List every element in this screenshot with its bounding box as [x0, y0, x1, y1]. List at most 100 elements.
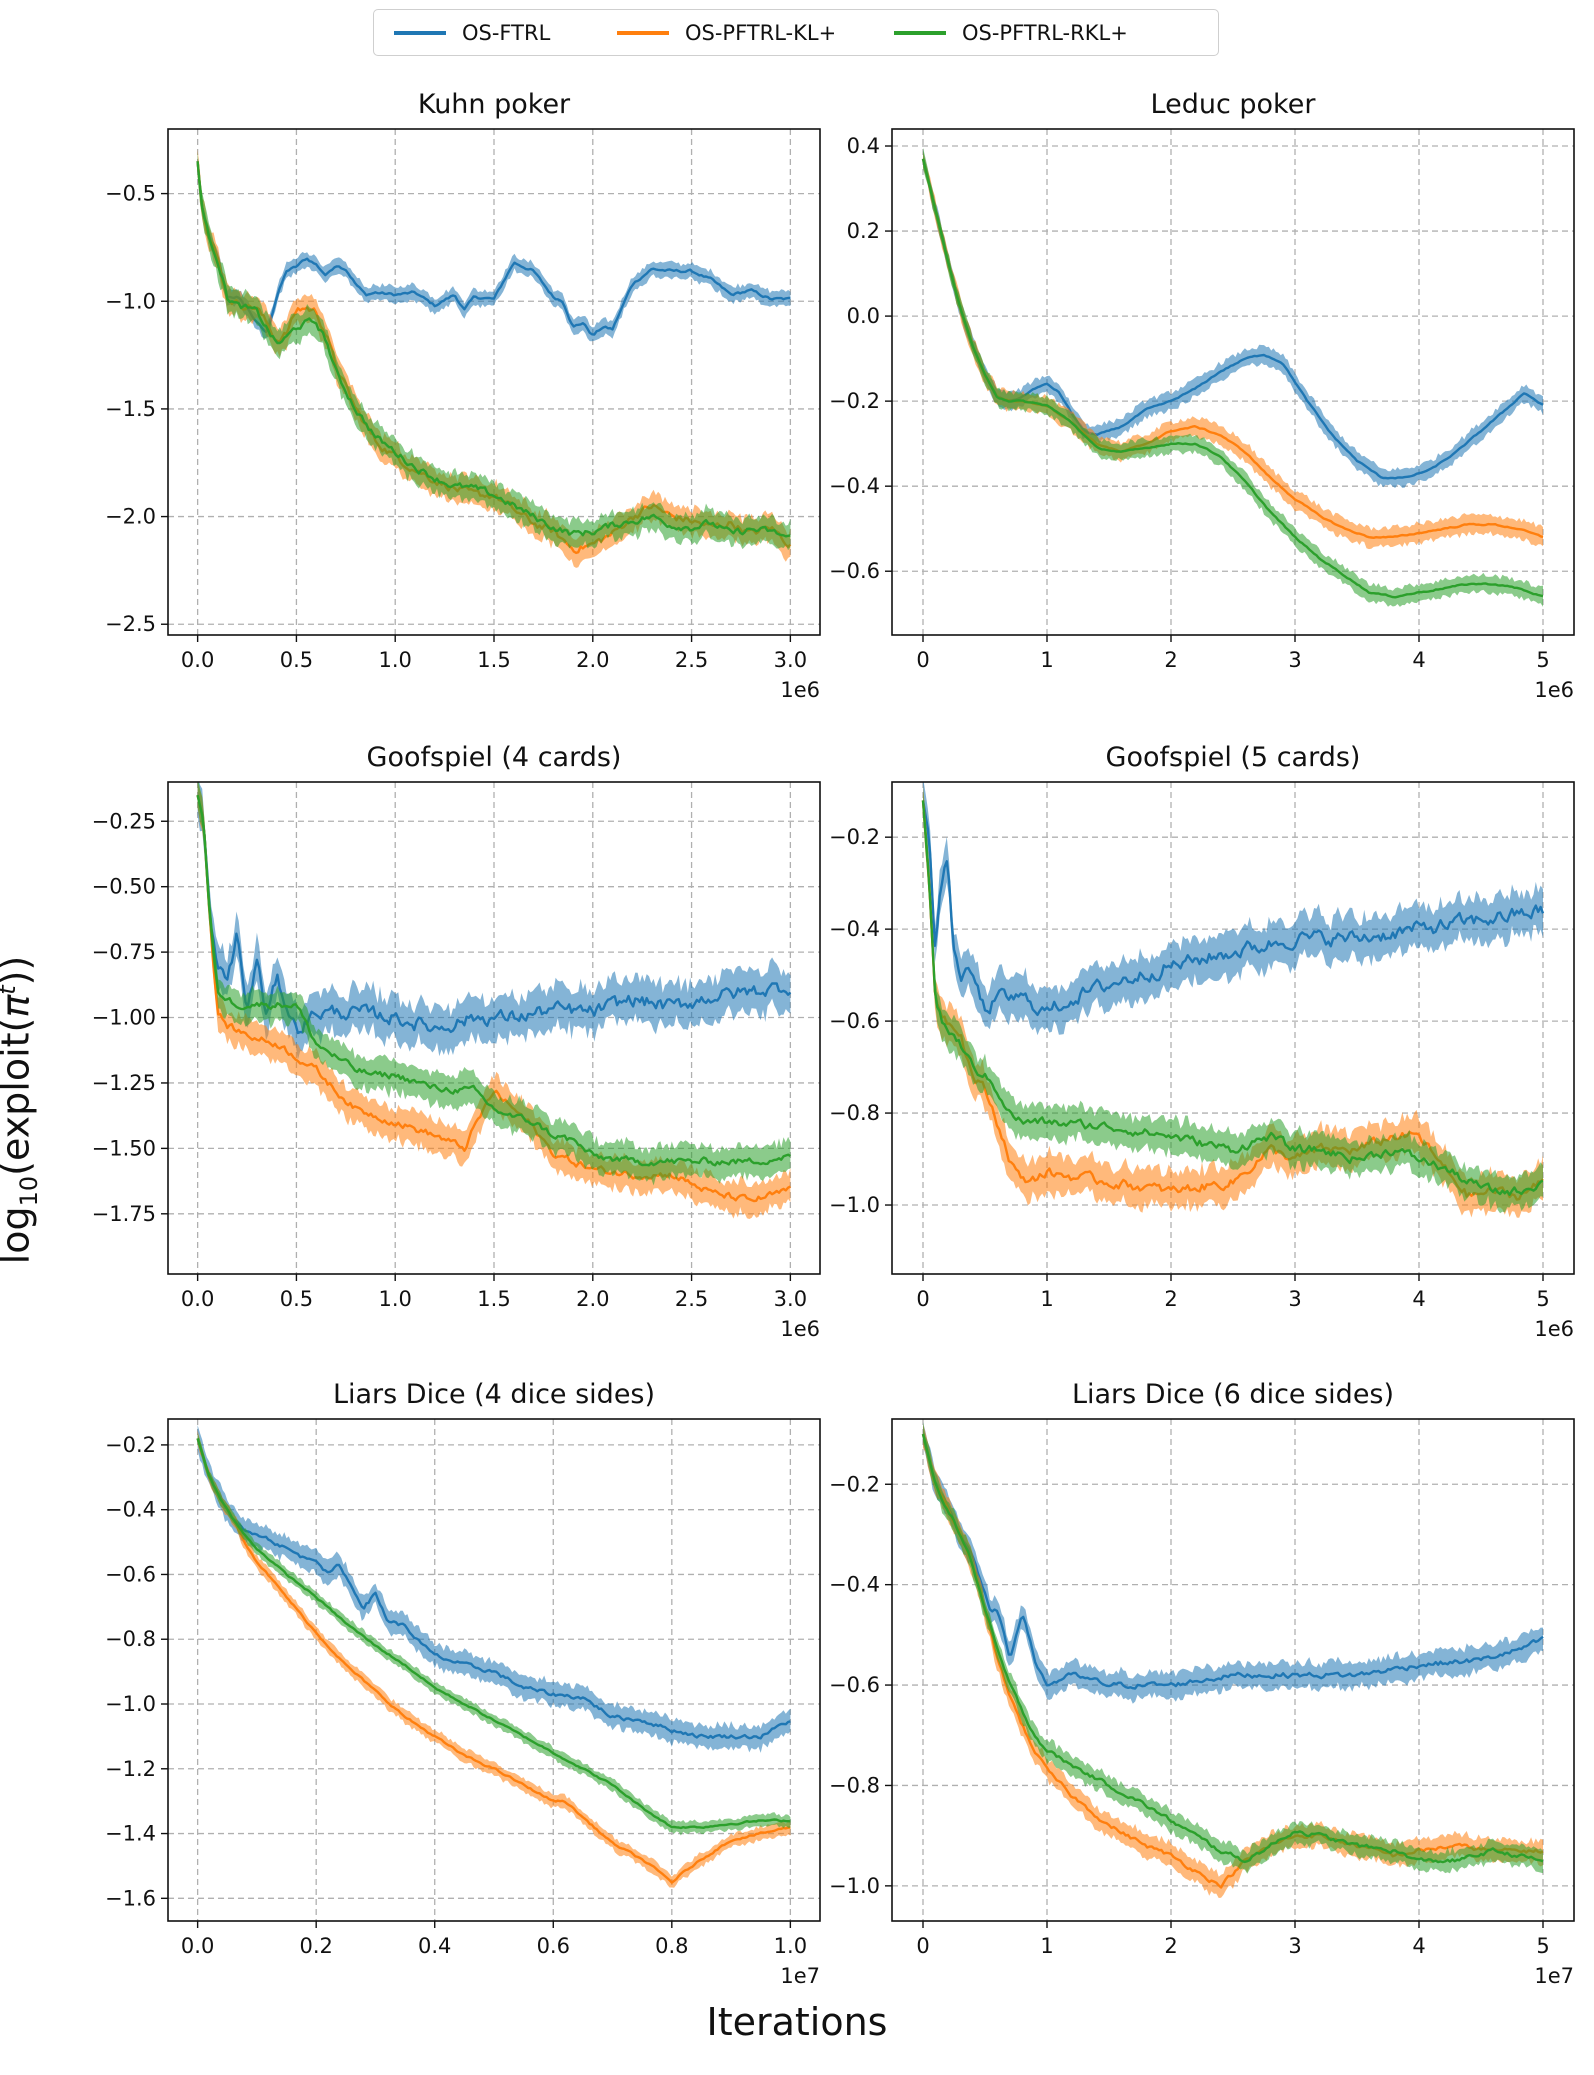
- x-axis-multiplier: 1e7: [1534, 1964, 1574, 1988]
- y-tick-label: −2.0: [105, 505, 156, 529]
- x-tick-label: 3.0: [774, 648, 807, 672]
- confidence-band-os-pftrl-rkl: [923, 1422, 1543, 1874]
- x-tick-label: 0.2: [299, 1934, 332, 1958]
- y-tick-label: −0.6: [829, 1009, 880, 1033]
- legend-label-os-pftrl-kl: OS-PFTRL-KL+: [685, 21, 837, 45]
- x-tick-label: 2.5: [675, 648, 708, 672]
- x-tick-label: 0: [916, 648, 929, 672]
- confidence-band-os-pftrl-kl: [923, 785, 1543, 1218]
- x-tick-label: 0.5: [280, 648, 313, 672]
- confidence-band-os-pftrl-rkl: [197, 782, 791, 1186]
- y-tick-label: −1.00: [92, 1006, 156, 1030]
- axes-frame: [167, 1418, 821, 1922]
- series-line-os-pftrl-rkl: [196, 1438, 791, 1830]
- x-tick-label: 2: [1164, 648, 1177, 672]
- subplot-liars-dice-4-dice-sides: 0.0 0.2 0.4 0.6 0.8 1.0 −1.6 −1.4 −1.2 −1.0 −0.8 −0…: [105, 1379, 821, 1988]
- series-line-os-pftrl-rkl: [921, 1433, 1544, 1864]
- subplot-title: Goofspiel (4 cards): [367, 742, 622, 773]
- y-tick-label: −1.0: [105, 1692, 156, 1716]
- x-tick-label: 0.6: [537, 1934, 570, 1958]
- y-tick-label: −0.8: [829, 1101, 880, 1125]
- y-tick-label: −0.6: [829, 1673, 880, 1697]
- y-tick-label: −0.75: [92, 940, 156, 964]
- plot-area: [196, 1425, 791, 1888]
- subplot-title: Goofspiel (5 cards): [1106, 742, 1361, 773]
- confidence-band-os-pftrl-kl: [197, 782, 791, 1219]
- x-tick-label: 0.0: [181, 648, 214, 672]
- series-line-os-pftrl-kl: [921, 158, 1544, 539]
- x-tick-label: 1: [1040, 648, 1053, 672]
- y-tick-label: −0.5: [105, 182, 156, 206]
- y-tick-label: −1.75: [92, 1202, 156, 1226]
- x-tick-label: 2.0: [576, 1287, 609, 1311]
- series-line-os-pftrl-kl: [196, 1438, 791, 1884]
- x-tick-label: 1.5: [477, 648, 510, 672]
- y-tick-label: −0.8: [105, 1627, 156, 1651]
- y-tick-label: −1.0: [105, 289, 156, 313]
- x-tick-label: 0.8: [655, 1934, 688, 1958]
- y-tick-label: −1.6: [105, 1886, 156, 1910]
- series-line-os-ftrl: [921, 800, 1545, 1017]
- y-tick-label: −1.5: [105, 397, 156, 421]
- x-axis-multiplier: 1e6: [1534, 678, 1574, 702]
- y-tick-label: 0.2: [847, 219, 880, 243]
- y-tick-label: −0.4: [829, 917, 880, 941]
- subplot-liars-dice-6-dice-sides: 0 1 2 3 4 5 −1.0 −0.8 −0.6 −0.4 −0.2 1e7 Liars Dice …: [829, 1379, 1575, 1988]
- x-tick-label: 1.5: [477, 1287, 510, 1311]
- plot-area: [921, 1422, 1544, 1898]
- x-tick-label: 1.0: [379, 1287, 412, 1311]
- subplot-leduc-poker: 0 1 2 3 4 5 −0.6 −0.4 −0.2 0.0 0.2 0.4 1e6 Leduc poke…: [829, 89, 1575, 702]
- legend-item-os-pftrl-rkl: OS-PFTRL-RKL+: [894, 21, 1128, 45]
- x-tick-label: 5: [1536, 648, 1549, 672]
- legend: OS-FTRL OS-PFTRL-KL+ OS-PFTRL-RKL+: [373, 9, 1219, 56]
- plot-area: [921, 147, 1544, 607]
- x-tick-label: 2: [1164, 1287, 1177, 1311]
- subplot-title: Leduc poker: [1151, 89, 1317, 120]
- y-tick-label: −0.2: [105, 1433, 156, 1457]
- x-tick-label: 3: [1288, 648, 1301, 672]
- legend-label-os-pftrl-rkl: OS-PFTRL-RKL+: [962, 21, 1128, 45]
- series-line-os-ftrl: [196, 1438, 791, 1740]
- axes-frame: [891, 128, 1575, 636]
- series-line-os-ftrl: [921, 1433, 1544, 1690]
- subplot-kuhn-poker: 0.0 0.5 1.0 1.5 2.0 2.5 3.0 −2.5 −2.0 −1.5 −1.0 −0.…: [105, 89, 821, 702]
- y-tick-label: −1.50: [92, 1136, 156, 1160]
- x-axis-multiplier: 1e7: [780, 1964, 820, 1988]
- x-tick-label: 0: [916, 1934, 929, 1958]
- y-tick-label: −0.6: [829, 559, 880, 583]
- y-tick-label: −0.4: [829, 1573, 880, 1597]
- y-tick-label: −0.6: [105, 1562, 156, 1586]
- series-line-os-pftrl-rkl: [196, 161, 791, 538]
- series-line-os-pftrl-rkl: [921, 158, 1544, 599]
- x-tick-label: 1.0: [379, 648, 412, 672]
- confidence-band-os-pftrl-kl: [197, 1430, 791, 1888]
- y-tick-label: −0.2: [829, 389, 880, 413]
- legend-swatch-os-pftrl-kl: [617, 31, 669, 35]
- y-tick-label: −0.4: [105, 1498, 156, 1522]
- x-tick-label: 3.0: [774, 1287, 807, 1311]
- subplot-title: Kuhn poker: [418, 89, 571, 120]
- x-tick-label: 1: [1040, 1287, 1053, 1311]
- plot-area: [196, 782, 792, 1219]
- x-tick-label: 4: [1412, 1934, 1425, 1958]
- y-tick-label: −1.2: [105, 1757, 156, 1781]
- y-tick-label: −0.4: [829, 474, 880, 498]
- x-tick-label: 5: [1536, 1287, 1549, 1311]
- y-tick-label: −0.50: [92, 875, 156, 899]
- x-tick-label: 3: [1288, 1934, 1301, 1958]
- axes-frame: [891, 781, 1575, 1275]
- x-axis-multiplier: 1e6: [780, 1317, 820, 1341]
- x-axis-multiplier: 1e6: [780, 678, 820, 702]
- x-tick-label: 0.4: [418, 1934, 451, 1958]
- x-tick-label: 0: [916, 1287, 929, 1311]
- x-tick-label: 5: [1536, 1934, 1549, 1958]
- confidence-band-os-ftrl: [197, 782, 791, 1060]
- y-tick-label: 0.4: [847, 134, 880, 158]
- plot-area: [196, 149, 792, 568]
- series-line-os-pftrl-rkl: [921, 800, 1544, 1196]
- x-axis-multiplier: 1e6: [1534, 1317, 1574, 1341]
- x-tick-label: 2.5: [675, 1287, 708, 1311]
- legend-label-os-ftrl: OS-FTRL: [462, 21, 551, 45]
- series-line-os-ftrl: [921, 158, 1544, 480]
